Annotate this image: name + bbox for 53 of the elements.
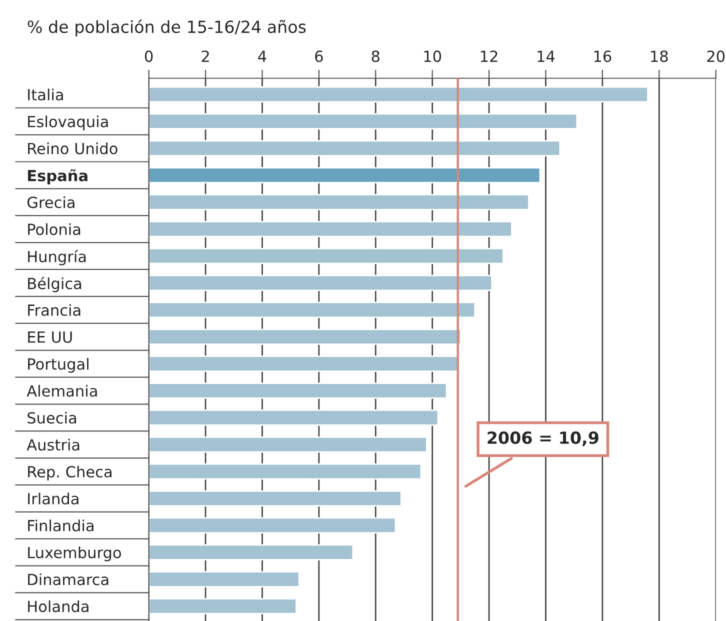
y-tick-label: Suecia [28,412,76,424]
x-tick-label: 10 [424,50,442,62]
bar [148,382,448,399]
x-tick-label: 20 [707,50,725,62]
x-tick-label: 0 [144,50,153,62]
y-tick-label: Eslovaquia [28,116,108,130]
bar [148,274,493,292]
y-tick-label: Irlanda [28,492,78,504]
bar [148,436,428,453]
x-tick-label: 4 [258,50,266,62]
y-tick-label: Bélgica [28,276,82,292]
bar [148,571,300,588]
x-tick-label: 6 [315,50,323,62]
bar [148,302,476,318]
y-tick-label: Austria [26,438,80,451]
x-tick-label: 12 [480,50,498,62]
y-tick-label: Reino Unido [28,142,118,154]
y-tick-label: EE UU [28,331,72,343]
bar [148,248,504,264]
y-tick-label: Italia [28,88,63,100]
x-tick-label: 14 [538,50,555,62]
y-tick-label: Dinamarca [28,573,108,586]
y-tick-label: Finlandia [28,520,94,532]
y-tick-label: Luxemburgo [28,546,121,562]
bar [148,463,422,480]
bar [148,490,402,507]
bar [148,517,396,534]
y-tick-label: Holanda [28,600,88,612]
bar [148,86,648,103]
y-tick-label: Polonia [28,223,80,236]
bar [148,140,561,156]
bar [148,194,530,210]
bar [148,113,578,130]
x-tick-label: 2 [202,50,209,62]
y-tick-label: Francia [28,304,80,316]
bar [148,328,462,345]
ref-line-label: 2006 = 10,9 [488,431,598,446]
y-tick-label: Hungría [28,250,86,266]
bar [148,167,541,184]
y-tick-label: España [28,169,88,184]
x-tick-label: 8 [372,50,380,62]
y-tick-label: Alemania [26,384,97,397]
bar [148,598,297,614]
y-tick-label: Grecia [27,196,74,208]
bar [148,356,459,372]
y-tick-label: Rep. Checa [28,466,112,480]
bar [148,410,439,426]
y-tick-label: Portugal [28,358,88,373]
x-tick-label: 18 [651,50,668,62]
bar [148,544,354,560]
chart-title: % de población de 15-16/24 años [28,20,306,36]
bar [148,220,512,238]
x-tick-label: 16 [594,50,612,62]
